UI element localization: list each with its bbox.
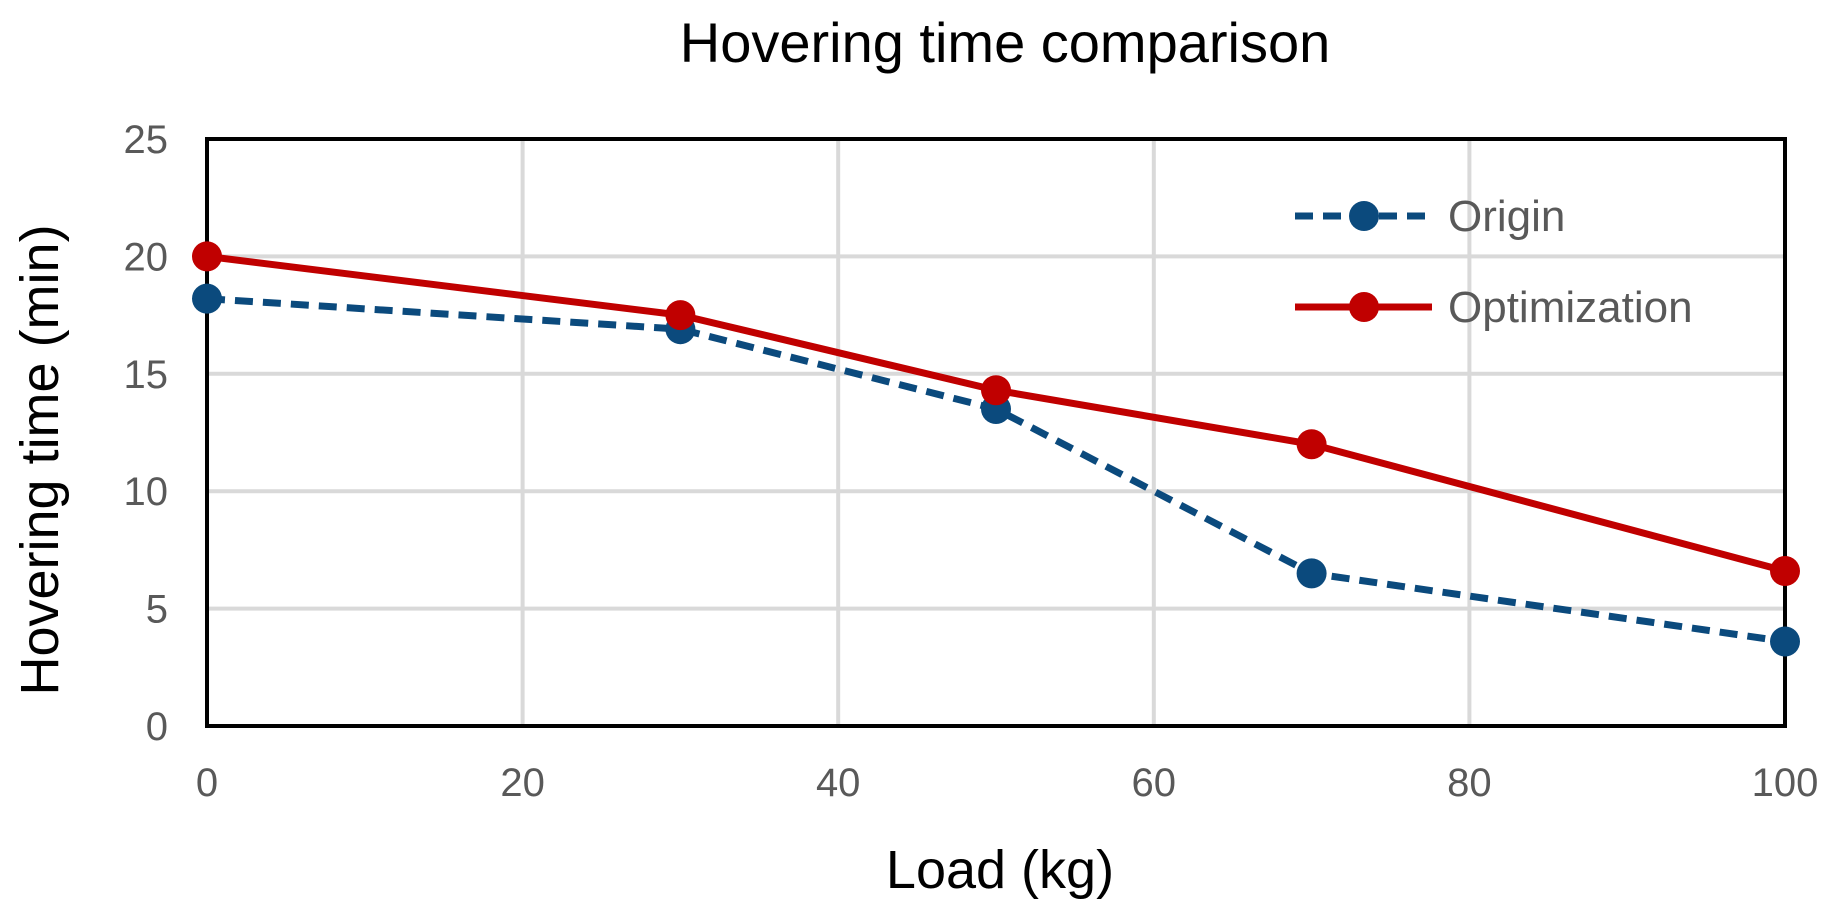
data-point-optimization	[192, 241, 222, 272]
x-tick-label: 80	[1447, 761, 1492, 805]
data-point-optimization	[1770, 556, 1800, 587]
x-tick-label: 0	[196, 761, 218, 805]
y-tick-label: 25	[124, 118, 169, 162]
y-tick-labels: 0 5 10 15 20 25	[124, 118, 169, 749]
x-axis-label: Load (kg)	[886, 840, 1114, 900]
x-tick-label: 100	[1752, 761, 1819, 805]
plot-frame	[205, 137, 1787, 728]
data-point-origin	[192, 283, 222, 314]
legend-optimization-marker	[1349, 292, 1379, 322]
legend-origin-marker	[1349, 201, 1379, 231]
x-tick-labels: 0 20 40 60 80 100	[196, 761, 1819, 805]
y-tick-label: 15	[124, 353, 169, 397]
legend-item-optimization: Optimization	[1295, 283, 1693, 332]
legend-origin-label: Origin	[1448, 192, 1565, 241]
data-point-optimization	[981, 375, 1011, 406]
x-tick-label: 40	[816, 761, 861, 805]
series-line-origin	[206, 295, 1786, 645]
chart-title: Hovering time comparison	[680, 11, 1330, 74]
legend-optimization-label: Optimization	[1448, 283, 1693, 332]
data-point-optimization	[665, 300, 696, 331]
x-tick-label: 60	[1132, 761, 1177, 805]
data-point-origin	[1770, 626, 1800, 657]
series-origin	[192, 283, 1800, 657]
y-axis-label: Hovering time (min)	[10, 224, 70, 695]
series-layer	[192, 241, 1800, 657]
y-tick-label: 5	[146, 588, 168, 632]
x-tick-label: 20	[500, 761, 545, 805]
data-point-origin	[1296, 558, 1327, 589]
legend-item-origin: Origin	[1295, 192, 1565, 241]
y-tick-label: 10	[124, 470, 169, 514]
data-point-optimization	[1296, 429, 1327, 460]
y-tick-label: 20	[124, 235, 169, 279]
legend: Origin Optimization	[1295, 192, 1693, 332]
y-tick-label: 0	[146, 705, 168, 749]
series-optimization	[192, 241, 1800, 587]
